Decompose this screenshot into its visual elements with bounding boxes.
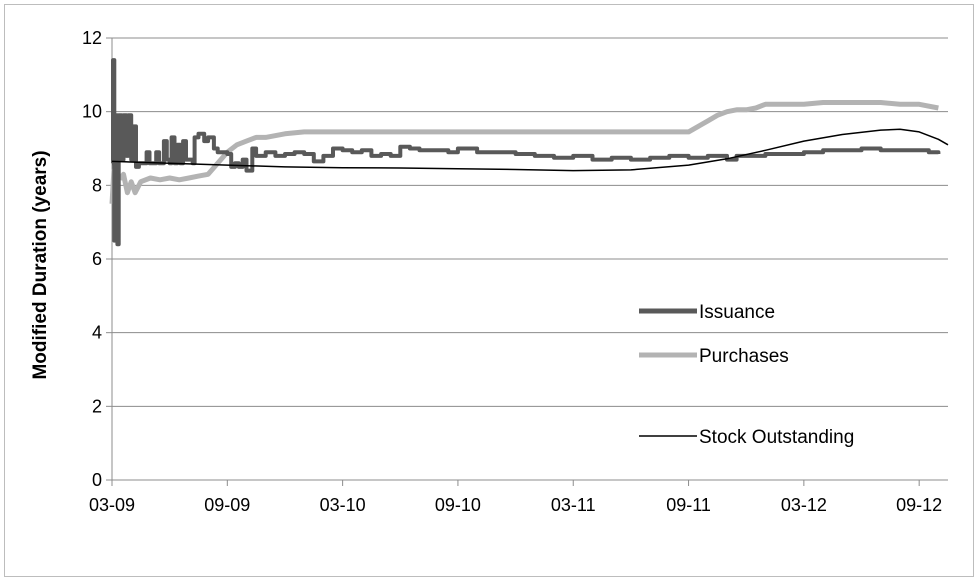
y-tick-label: 10 bbox=[82, 102, 102, 122]
x-axis: 03-09 09-09 03-10 09-10 03-11 09-11 03-12 09-12 bbox=[89, 37, 948, 515]
series-lines bbox=[109, 58, 949, 247]
series-line-issuance bbox=[111, 58, 941, 247]
x-tick-label: 03-10 bbox=[320, 495, 366, 515]
legend-label: Purchases bbox=[699, 346, 789, 367]
x-tick-label: 09-10 bbox=[435, 495, 481, 515]
y-tick-label: 12 bbox=[82, 28, 102, 48]
legend-label: Stock Outstanding bbox=[699, 427, 854, 448]
y-tick-label: 6 bbox=[92, 249, 102, 269]
y-tick-label: 4 bbox=[92, 323, 102, 343]
x-tick-label: 09-11 bbox=[666, 495, 711, 515]
series-line-purchases bbox=[109, 100, 939, 204]
y-tick-label: 0 bbox=[92, 470, 102, 490]
chart-frame bbox=[4, 4, 974, 577]
y-tick-label: 8 bbox=[92, 175, 102, 195]
x-tick-label: 09-12 bbox=[896, 495, 942, 515]
legend: Issuance Purchases Stock Outstanding bbox=[639, 302, 854, 448]
x-tick-label: 03-12 bbox=[781, 495, 827, 515]
x-tick-label: 03-11 bbox=[551, 495, 596, 515]
series-line-stock-outstanding bbox=[111, 128, 949, 172]
grid-lines bbox=[112, 37, 948, 407]
y-tick-labels: 0 2 4 6 8 10 12 bbox=[82, 28, 102, 490]
y-tick-label: 2 bbox=[92, 396, 102, 416]
x-tick-label: 09-09 bbox=[204, 495, 250, 515]
x-tick-label: 03-09 bbox=[89, 495, 135, 515]
legend-label: Issuance bbox=[699, 302, 775, 323]
y-axis-label: Modified Duration (years) bbox=[30, 150, 51, 379]
